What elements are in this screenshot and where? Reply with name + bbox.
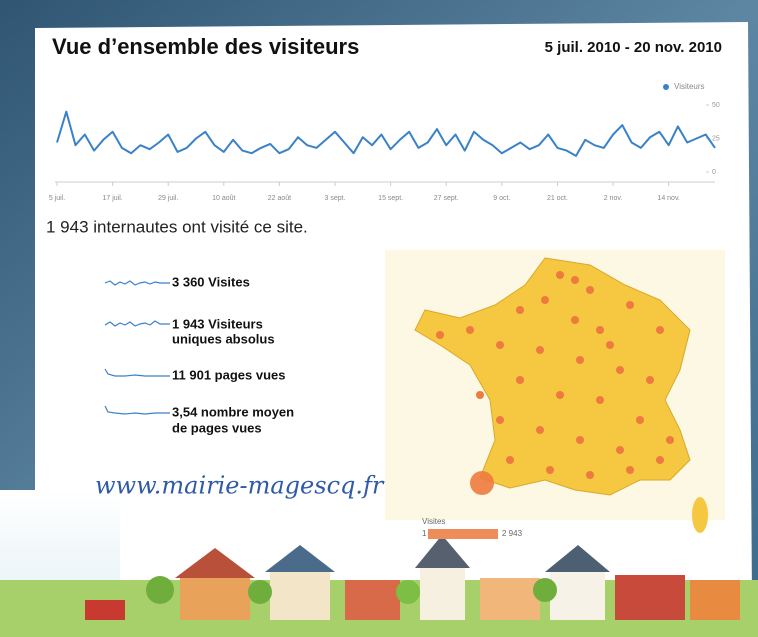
map-dot xyxy=(536,346,544,354)
map-dot xyxy=(616,366,624,374)
map-dot xyxy=(556,391,564,399)
map-dot xyxy=(636,416,644,424)
map-dot xyxy=(436,331,444,339)
summary: 1 943 internautes ont visité ce site. xyxy=(46,217,308,236)
x-tick-label: 14 nov. xyxy=(657,195,679,202)
house xyxy=(270,570,330,620)
map-legend-max: 2 943 xyxy=(502,529,523,538)
map-dot xyxy=(646,376,654,384)
map-dot xyxy=(576,356,584,364)
map-dot xyxy=(626,301,634,309)
map-dot xyxy=(476,391,484,399)
map-dot xyxy=(606,341,614,349)
map-dot xyxy=(466,326,474,334)
x-tick-label: 10 août xyxy=(212,195,235,202)
x-tick-label: 21 oct. xyxy=(547,195,568,202)
x-tick-label: 9 oct. xyxy=(493,195,510,202)
map-dot xyxy=(516,306,524,314)
stat-line: uniques absolus xyxy=(172,331,275,346)
map-legend-title: Visites xyxy=(422,517,445,526)
map-corsica xyxy=(692,497,708,533)
map-dot xyxy=(496,341,504,349)
map-dot xyxy=(571,276,579,284)
house xyxy=(480,578,540,620)
stat-line: de pages vues xyxy=(172,420,262,435)
map-dot xyxy=(541,296,549,304)
x-tick-label: 29 juil. xyxy=(158,195,178,202)
map-dot xyxy=(496,416,504,424)
van xyxy=(85,600,125,620)
map-dot xyxy=(586,471,594,479)
legend-marker xyxy=(663,84,669,90)
date-range: 5 juil. 2010 - 20 nov. 2010 xyxy=(545,39,722,56)
map-dot xyxy=(596,396,604,404)
title: Vue d’ensemble des visiteurs xyxy=(52,34,359,59)
map-dot xyxy=(626,466,634,474)
x-tick-label: 3 sept. xyxy=(325,195,346,202)
house xyxy=(345,580,400,620)
x-tick-label: 5 juil. xyxy=(49,195,65,202)
map-dot xyxy=(656,326,664,334)
church xyxy=(420,565,465,620)
map-dot xyxy=(656,456,664,464)
house xyxy=(180,575,250,620)
tree xyxy=(146,576,174,604)
x-tick-label: 17 juil. xyxy=(102,195,122,202)
map-dot xyxy=(506,456,514,464)
tree xyxy=(248,580,272,604)
stat-line: 3 360 Visites xyxy=(172,274,250,289)
tree xyxy=(396,580,420,604)
house xyxy=(550,570,605,620)
map-dot xyxy=(576,436,584,444)
map-dot xyxy=(556,271,564,279)
house xyxy=(615,575,685,620)
map-dot xyxy=(536,426,544,434)
map-dot xyxy=(596,326,604,334)
x-tick-label: 2 nov. xyxy=(604,195,623,202)
x-tick-label: 15 sept. xyxy=(378,195,403,202)
y-tick-label: 50 xyxy=(712,102,720,109)
house xyxy=(690,580,740,620)
tree xyxy=(533,578,557,602)
page: Vue d’ensemble des visiteurs 5 juil. 201… xyxy=(0,0,758,637)
map-dot xyxy=(616,446,624,454)
map-legend-bar xyxy=(428,529,498,539)
map-big-dot xyxy=(470,471,494,495)
map-dot xyxy=(546,466,554,474)
x-tick-label: 22 août xyxy=(268,195,291,202)
y-tick-label: 25 xyxy=(712,135,720,142)
stat-line: 11 901 pages vues xyxy=(172,367,285,382)
map-dot xyxy=(586,286,594,294)
map-dot xyxy=(571,316,579,324)
stat-line: 1 943 Visiteurs xyxy=(172,316,263,331)
y-tick-label: 0 xyxy=(712,169,716,176)
map-dot xyxy=(666,436,674,444)
x-tick-label: 27 sept. xyxy=(434,195,459,202)
url: www.mairie-magescq.fr xyxy=(95,472,385,500)
map-dot xyxy=(516,376,524,384)
map-legend-min: 1 xyxy=(422,529,427,538)
legend-label: Visiteurs xyxy=(674,82,705,91)
stat-line: 3,54 nombre moyen xyxy=(172,404,294,419)
